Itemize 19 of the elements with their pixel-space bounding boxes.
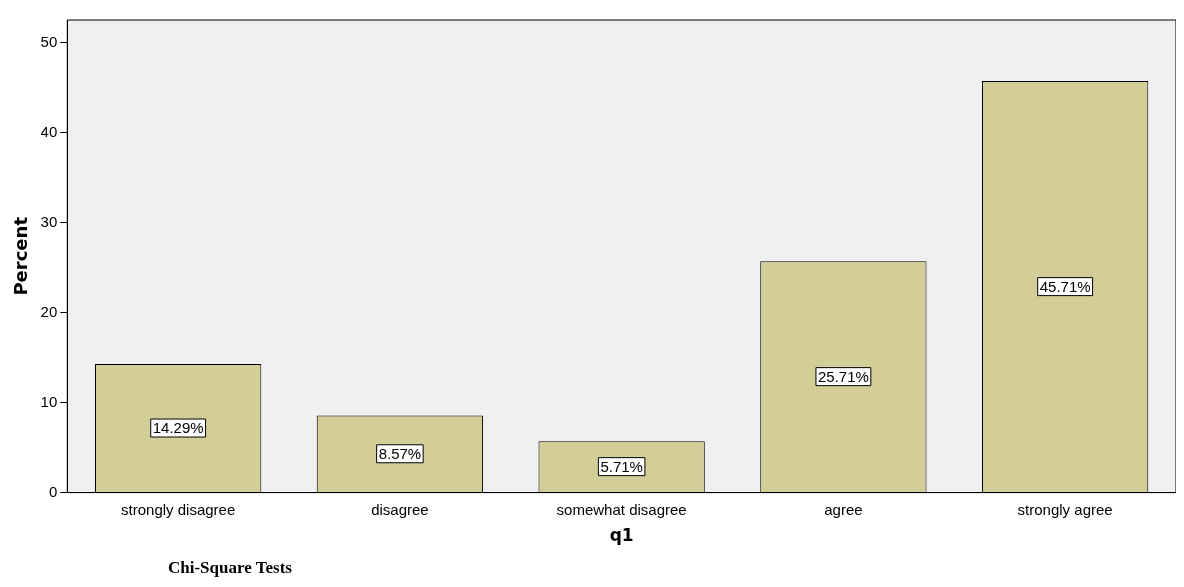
y-tick-label: 30 bbox=[40, 212, 58, 230]
y-tick-label: 10 bbox=[40, 392, 58, 410]
y-tick-label: 40 bbox=[40, 122, 58, 140]
x-tick-label: strongly agree bbox=[1017, 500, 1113, 518]
x-tick-label: strongly disagree bbox=[121, 500, 236, 518]
data-label: 8.57% bbox=[378, 444, 422, 462]
data-label: 45.71% bbox=[1039, 277, 1091, 295]
x-axis-title: q1 bbox=[609, 525, 634, 546]
y-tick-label: 0 bbox=[48, 482, 58, 500]
x-tick-label: somewhat disagree bbox=[556, 500, 687, 518]
data-label: 5.71% bbox=[600, 457, 643, 475]
x-tick-label: disagree bbox=[371, 500, 429, 518]
y-tick-label: 50 bbox=[40, 32, 58, 50]
data-label: 14.29% bbox=[152, 419, 204, 437]
text: Chi-Square Tests bbox=[168, 558, 293, 578]
x-tick-label: agree bbox=[824, 500, 863, 518]
y-axis-title: Percent bbox=[10, 216, 32, 296]
data-label: 25.71% bbox=[817, 367, 869, 385]
y-tick-label: 20 bbox=[40, 302, 58, 320]
